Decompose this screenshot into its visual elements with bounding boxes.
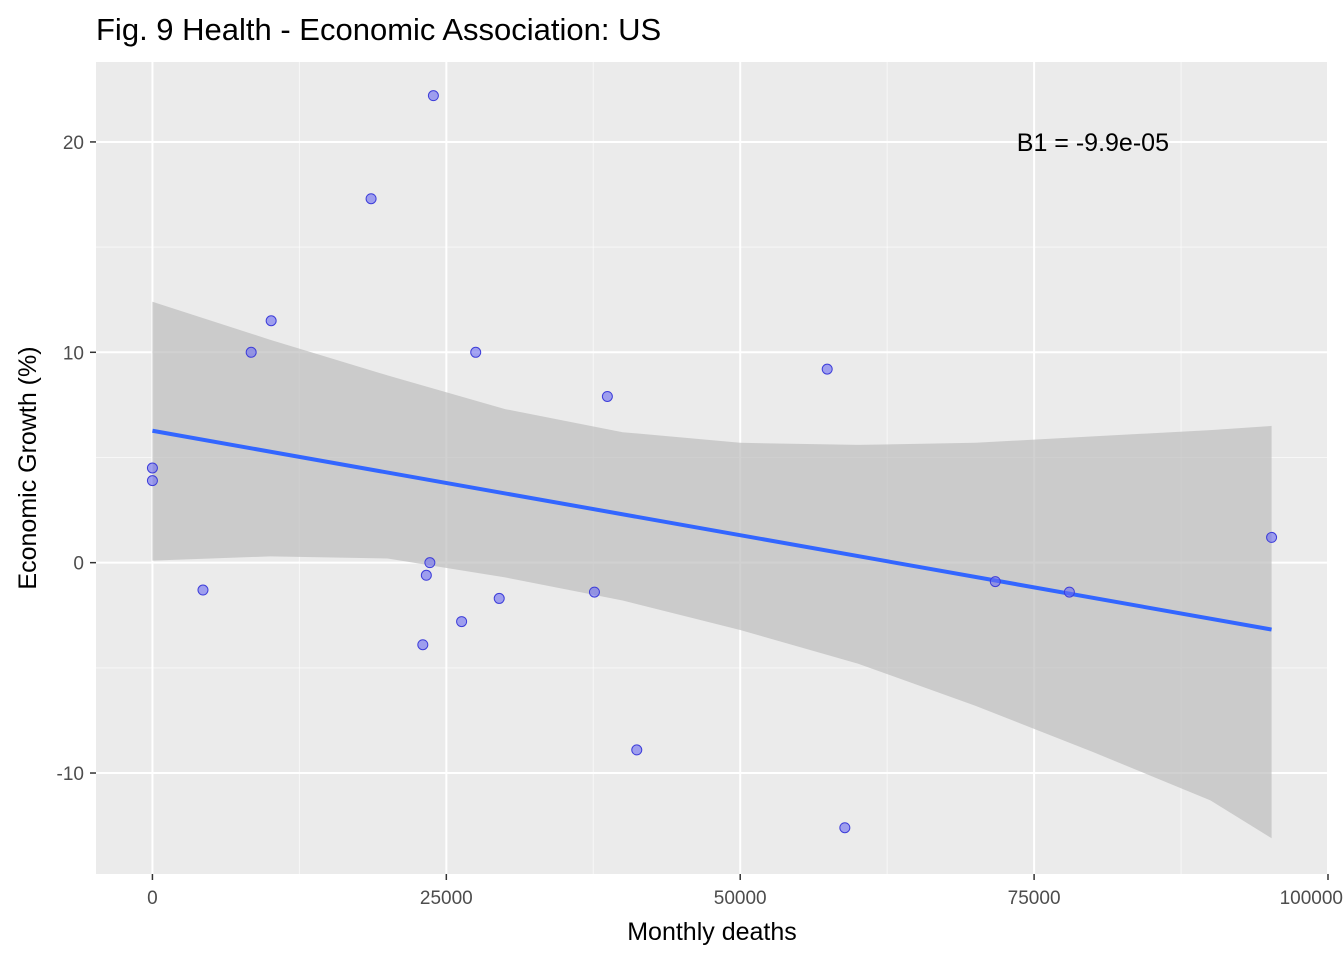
x-tick-label: 50000	[714, 888, 767, 909]
data-point	[146, 475, 158, 487]
y-tick-label: 0	[73, 554, 84, 575]
y-tick-label: -10	[57, 764, 84, 785]
data-point	[1266, 531, 1278, 543]
x-tick-label: 25000	[420, 888, 473, 909]
trend-line	[152, 428, 1272, 632]
data-point	[1063, 586, 1075, 598]
data-point	[146, 462, 158, 474]
data-point	[839, 822, 851, 834]
y-axis-title: Economic Growth (%)	[14, 346, 42, 589]
y-tick-label: 10	[63, 343, 84, 364]
data-point	[417, 639, 429, 651]
data-point	[265, 315, 277, 327]
data-point	[245, 346, 257, 358]
x-axis-title: Monthly deaths	[627, 918, 797, 946]
y-axis-ticks: -10 0 10 20	[57, 133, 96, 785]
data-point	[989, 576, 1001, 588]
data-point	[470, 346, 482, 358]
data-point	[588, 586, 600, 598]
data-point	[424, 557, 436, 569]
x-tick-label: 75000	[1008, 888, 1061, 909]
data-points	[146, 90, 1278, 834]
data-point	[197, 584, 209, 596]
data-point	[427, 90, 439, 102]
data-point	[601, 390, 613, 402]
data-point	[365, 193, 377, 205]
y-tick-label: 20	[63, 133, 84, 154]
chart-title: Fig. 9 Health - Economic Association: US	[96, 12, 661, 47]
data-point	[420, 569, 432, 581]
x-tick-label: 100000	[1280, 888, 1343, 909]
coefficient-annotation: B1 = -9.9e-05	[1017, 129, 1169, 157]
x-tick-label: 0	[147, 888, 158, 909]
data-point	[456, 616, 468, 628]
data-point	[631, 744, 643, 756]
data-point	[821, 363, 833, 375]
data-point	[493, 592, 505, 604]
x-axis-ticks: 0 25000 50000 75000 100000	[147, 874, 1343, 909]
confidence-band	[152, 301, 1272, 839]
